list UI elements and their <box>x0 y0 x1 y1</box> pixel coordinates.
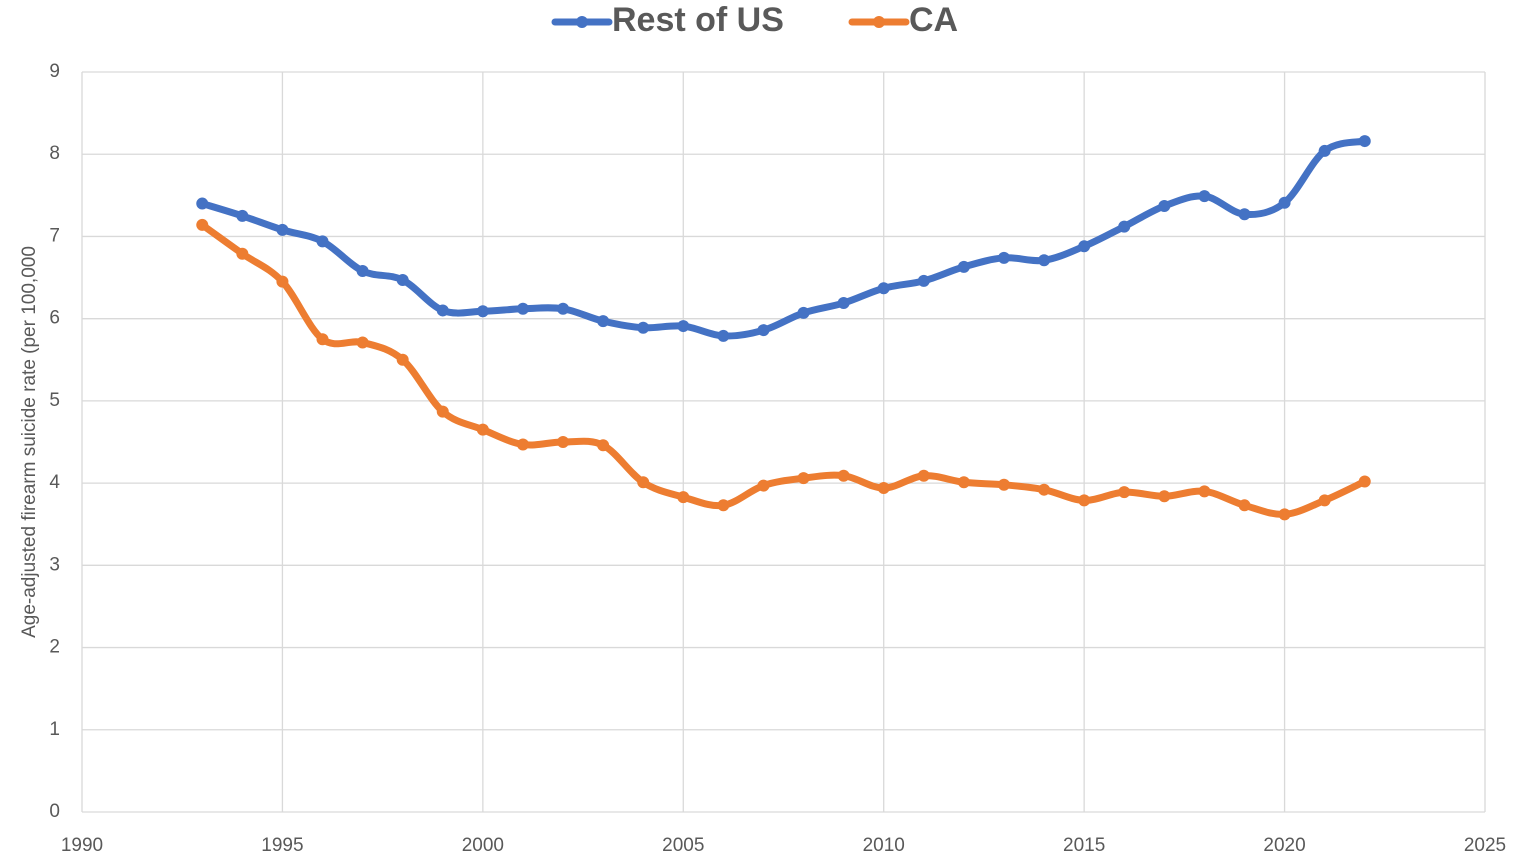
data-point <box>997 478 1010 491</box>
y-tick-label: 5 <box>49 390 60 411</box>
legend-marker <box>873 16 885 28</box>
data-point <box>1198 485 1211 498</box>
data-point <box>757 479 770 492</box>
data-point <box>677 320 690 333</box>
x-tick-label: 2025 <box>1464 835 1506 856</box>
x-tick-label: 2020 <box>1263 835 1305 856</box>
data-point <box>436 304 449 317</box>
data-point <box>877 282 890 295</box>
y-tick-label: 3 <box>49 554 60 575</box>
x-tick-label: 2015 <box>1063 835 1105 856</box>
data-point <box>837 297 850 310</box>
data-point <box>1038 483 1051 496</box>
data-point <box>917 274 930 287</box>
data-point <box>757 324 770 337</box>
x-tick-label: 2005 <box>662 835 704 856</box>
data-point <box>1118 486 1131 499</box>
data-point <box>1278 196 1291 209</box>
x-tick-label: 1995 <box>261 835 303 856</box>
y-tick-label: 4 <box>49 472 60 493</box>
data-point <box>396 353 409 366</box>
data-point <box>276 223 289 236</box>
data-point <box>1078 494 1091 507</box>
data-point <box>1158 490 1171 503</box>
data-point <box>1038 254 1051 267</box>
series-line <box>198 221 1369 518</box>
data-point <box>196 197 209 210</box>
data-point <box>356 336 369 349</box>
data-point <box>196 218 209 231</box>
data-point <box>557 436 570 448</box>
data-point <box>877 482 890 495</box>
data-point <box>396 274 409 287</box>
data-point <box>356 264 369 277</box>
data-point <box>1238 208 1251 221</box>
data-point <box>637 476 650 489</box>
data-point <box>316 235 329 248</box>
data-point <box>797 306 810 319</box>
data-point <box>276 275 289 288</box>
data-point <box>1158 200 1171 213</box>
series-line <box>198 137 1369 340</box>
data-point <box>837 469 850 482</box>
y-tick-label: 7 <box>49 225 60 246</box>
data-point <box>1358 135 1371 148</box>
data-point <box>557 302 570 315</box>
y-tick-label: 2 <box>49 637 60 658</box>
data-point <box>917 469 930 482</box>
data-point <box>597 315 610 328</box>
data-point <box>1198 190 1211 203</box>
data-point <box>516 302 529 315</box>
data-point <box>797 472 810 485</box>
legend-label: Rest of US <box>612 1 784 39</box>
y-tick-label: 1 <box>49 719 60 740</box>
data-point <box>637 321 650 334</box>
data-point <box>476 305 489 318</box>
data-point <box>997 251 1010 264</box>
data-point <box>476 423 489 436</box>
data-point <box>1118 220 1131 233</box>
data-point <box>957 476 970 489</box>
data-point <box>236 247 249 260</box>
legend-marker <box>576 16 588 28</box>
x-tick-label: 2000 <box>462 835 504 856</box>
y-tick-label: 8 <box>49 143 60 164</box>
data-point <box>717 499 730 512</box>
y-tick-label: 0 <box>49 801 60 822</box>
x-tick-label: 2010 <box>863 835 905 856</box>
data-point <box>1318 144 1331 157</box>
data-point <box>677 491 690 504</box>
legend-label: CA <box>909 1 958 39</box>
data-point <box>1078 240 1091 253</box>
data-point <box>717 329 730 342</box>
data-point <box>236 209 249 222</box>
data-point <box>516 438 529 451</box>
data-point <box>1278 508 1291 521</box>
data-point <box>1358 475 1371 488</box>
y-axis-label: Age-adjusted firearm suicide rate (per 1… <box>19 246 40 638</box>
y-tick-label: 9 <box>49 61 60 82</box>
data-point <box>436 405 449 418</box>
y-tick-label: 6 <box>49 308 60 329</box>
data-point <box>316 333 329 346</box>
data-point <box>957 260 970 273</box>
data-point <box>597 439 610 452</box>
data-point <box>1238 499 1251 512</box>
data-point <box>1318 494 1331 507</box>
x-tick-label: 1990 <box>61 835 103 856</box>
